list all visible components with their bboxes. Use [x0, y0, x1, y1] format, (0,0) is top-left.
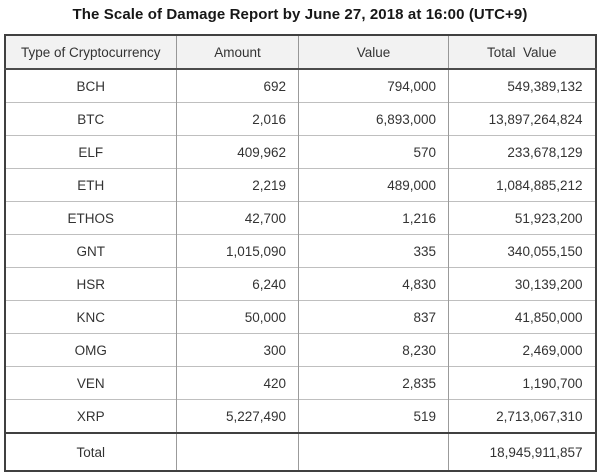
total-amount	[176, 432, 299, 471]
damage-report-page: The Scale of Damage Report by June 27, 2…	[3, 6, 597, 472]
cell-total-value: 340,055,150	[448, 234, 596, 268]
table-row: ELF 409,962 570 233,678,129	[4, 135, 596, 169]
cell-type: OMG	[4, 333, 177, 367]
cell-value: 519	[298, 399, 449, 433]
cell-total-value: 41,850,000	[448, 300, 596, 334]
cell-type: ETHOS	[4, 201, 177, 235]
total-value	[298, 432, 449, 471]
table-row: BTC 2,016 6,893,000 13,897,264,824	[4, 102, 596, 136]
cell-total-value: 2,469,000	[448, 333, 596, 367]
total-label: Total	[4, 432, 177, 471]
table-row: HSR 6,240 4,830 30,139,200	[4, 267, 596, 301]
cell-amount: 300	[176, 333, 299, 367]
page-title: The Scale of Damage Report by June 27, 2…	[72, 6, 528, 23]
cell-type: XRP	[4, 399, 177, 433]
cell-amount: 409,962	[176, 135, 299, 169]
cell-value: 335	[298, 234, 449, 268]
table-row: VEN 420 2,835 1,190,700	[4, 366, 596, 400]
cell-type: BCH	[4, 68, 177, 103]
cell-type: HSR	[4, 267, 177, 301]
cell-value: 6,893,000	[298, 102, 449, 136]
cell-amount: 42,700	[176, 201, 299, 235]
cell-total-value: 30,139,200	[448, 267, 596, 301]
cell-amount: 50,000	[176, 300, 299, 334]
cell-value: 2,835	[298, 366, 449, 400]
cell-amount: 2,016	[176, 102, 299, 136]
cell-value: 570	[298, 135, 449, 169]
cell-type: ETH	[4, 168, 177, 202]
cell-total-value: 2,713,067,310	[448, 399, 596, 433]
cell-value: 8,230	[298, 333, 449, 367]
cell-total-value: 549,389,132	[448, 68, 596, 103]
cell-value: 837	[298, 300, 449, 334]
damage-report-table: Type of Cryptocurrency Amount Value Tota…	[3, 34, 597, 472]
cell-amount: 420	[176, 366, 299, 400]
column-header-type: Type of Cryptocurrency	[4, 35, 177, 70]
cell-total-value: 51,923,200	[448, 201, 596, 235]
table-row: XRP 5,227,490 519 2,713,067,310	[4, 399, 596, 433]
column-header-amount: Amount	[176, 35, 299, 70]
cell-amount: 5,227,490	[176, 399, 299, 433]
header-row: Type of Cryptocurrency Amount Value Tota…	[4, 35, 596, 70]
cell-total-value: 233,678,129	[448, 135, 596, 169]
cell-value: 794,000	[298, 68, 449, 103]
column-header-total-value: Total Value	[448, 35, 596, 70]
cell-type: ELF	[4, 135, 177, 169]
cell-value: 1,216	[298, 201, 449, 235]
total-row: Total 18,945,911,857	[4, 432, 596, 471]
cell-value: 489,000	[298, 168, 449, 202]
total-total-value: 18,945,911,857	[448, 432, 596, 471]
table-row: GNT 1,015,090 335 340,055,150	[4, 234, 596, 268]
cell-total-value: 1,084,885,212	[448, 168, 596, 202]
cell-type: BTC	[4, 102, 177, 136]
table-row: BCH 692 794,000 549,389,132	[4, 68, 596, 103]
table-row: OMG 300 8,230 2,469,000	[4, 333, 596, 367]
table-row: ETH 2,219 489,000 1,084,885,212	[4, 168, 596, 202]
cell-total-value: 1,190,700	[448, 366, 596, 400]
cell-type: GNT	[4, 234, 177, 268]
cell-value: 4,830	[298, 267, 449, 301]
cell-total-value: 13,897,264,824	[448, 102, 596, 136]
cell-amount: 6,240	[176, 267, 299, 301]
table-row: ETHOS 42,700 1,216 51,923,200	[4, 201, 596, 235]
cell-type: KNC	[4, 300, 177, 334]
cell-type: VEN	[4, 366, 177, 400]
cell-amount: 692	[176, 68, 299, 103]
column-header-value: Value	[298, 35, 449, 70]
cell-amount: 1,015,090	[176, 234, 299, 268]
table-row: KNC 50,000 837 41,850,000	[4, 300, 596, 334]
cell-amount: 2,219	[176, 168, 299, 202]
